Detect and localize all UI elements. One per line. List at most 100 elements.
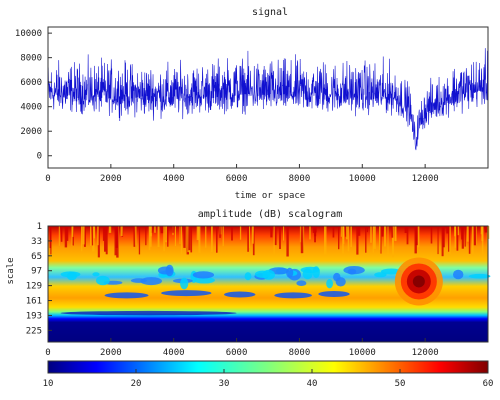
scalogram-fine-scale-streak	[312, 226, 314, 233]
colorbar-tick-label: 60	[483, 379, 494, 389]
scalogram-fine-scale-streak	[145, 226, 147, 246]
scalogram-fine-scale-streak	[417, 226, 420, 248]
scalogram-ytick-label: 161	[26, 297, 42, 307]
scalogram-streak	[224, 291, 256, 298]
scalogram-fine-scale-streak	[350, 226, 352, 248]
signal-xtick-label: 6000	[226, 174, 248, 184]
scalogram-fine-scale-streak	[196, 226, 200, 241]
scalogram-fine-scale-streak	[274, 226, 277, 246]
scalogram-fine-scale-streak	[134, 226, 137, 246]
scalogram-fine-scale-streak	[384, 226, 387, 247]
scalogram-fine-scale-streak	[395, 226, 397, 242]
scalogram-fine-scale-streak	[332, 226, 335, 238]
scalogram-fine-scale-streak	[370, 226, 372, 243]
scalogram-fine-scale-streak	[116, 226, 119, 258]
scalogram-fine-scale-streak	[391, 226, 394, 238]
scalogram-ytick-label: 129	[26, 282, 42, 292]
signal-ytick-label: 8000	[20, 54, 42, 64]
scalogram-fine-scale-streak	[372, 226, 374, 253]
scalogram-fine-scale-streak	[84, 226, 86, 247]
scalogram-low-amplitude-blob	[453, 269, 464, 280]
scalogram-fine-scale-streak	[165, 226, 167, 243]
scalogram-fine-scale-streak	[270, 226, 273, 238]
scalogram-fine-scale-streak	[314, 226, 317, 237]
scalogram-fine-scale-streak	[198, 226, 201, 254]
scalogram-fine-scale-streak	[346, 226, 348, 240]
scalogram-low-amplitude-blob	[180, 277, 189, 290]
scalogram-fine-scale-streak	[183, 226, 186, 248]
scalogram-fine-scale-streak	[437, 226, 439, 255]
scalogram-fine-scale-streak	[205, 226, 207, 248]
scalogram-low-amplitude-blob	[192, 271, 215, 279]
scalogram-fine-scale-streak	[219, 226, 221, 238]
scalogram-fine-scale-streak	[60, 226, 63, 242]
scalogram-fine-scale-streak	[64, 226, 68, 248]
scalogram-fine-scale-streak	[324, 226, 327, 256]
scalogram-fine-scale-streak	[133, 226, 136, 247]
scalogram-fine-scale-streak	[211, 226, 213, 252]
scalogram-fine-scale-streak	[105, 226, 108, 255]
scalogram-xtick-label: 10000	[349, 348, 376, 358]
scalogram-fine-scale-streak	[358, 226, 361, 236]
scalogram-ytick-label: 1	[37, 222, 42, 232]
scalogram-low-amplitude-blob	[262, 269, 276, 280]
scalogram-low-amplitude-blob	[92, 272, 100, 277]
scalogram-fine-scale-streak	[181, 226, 182, 255]
scalogram-fine-scale-streak	[481, 226, 484, 241]
scalogram-xtick-label: 4000	[163, 348, 185, 358]
colorbar-tick-label: 20	[131, 379, 142, 389]
scalogram-fine-scale-streak	[347, 226, 350, 252]
scalogram-fine-scale-streak	[309, 226, 311, 240]
scalogram-fine-scale-streak	[81, 226, 83, 252]
scalogram-fine-scale-streak	[342, 226, 344, 254]
scalogram-fine-scale-streak	[149, 226, 152, 247]
scalogram-fine-scale-streak	[172, 226, 174, 233]
signal-ytick-label: 10000	[15, 29, 42, 39]
scalogram-fine-scale-streak	[365, 226, 367, 253]
scalogram-streak	[274, 292, 312, 299]
scalogram-fine-scale-streak	[286, 226, 289, 257]
scalogram-fine-scale-streak	[373, 226, 376, 249]
signal-ytick-label: 6000	[20, 78, 42, 88]
scalogram-fine-scale-streak	[97, 226, 100, 258]
signal-line	[47, 48, 489, 151]
scalogram-fine-scale-streak	[108, 226, 112, 233]
scalogram-ytick-label: 65	[31, 252, 42, 262]
scalogram-xtick-label: 8000	[289, 348, 311, 358]
scalogram-fine-scale-streak	[231, 226, 233, 241]
scalogram-fine-scale-streak	[154, 226, 156, 233]
scalogram-low-amplitude-blob	[286, 267, 294, 278]
scalogram-fine-scale-streak	[71, 226, 74, 237]
scalogram-streak	[318, 291, 350, 298]
scalogram-fine-scale-streak	[92, 226, 95, 252]
scalogram-fine-scale-streak	[114, 226, 117, 256]
scalogram-fine-scale-streak	[471, 226, 474, 257]
scalogram-fine-scale-streak	[148, 226, 151, 251]
scalogram-fine-scale-streak	[300, 226, 304, 254]
scalogram-ytick-label: 225	[26, 326, 42, 336]
scalogram-low-amplitude-blob	[140, 277, 162, 286]
scalogram-streak	[104, 292, 149, 299]
scalogram-low-amplitude-blob	[468, 273, 491, 279]
signal-ytick-label: 4000	[20, 103, 42, 113]
scalogram-fine-scale-streak	[404, 226, 407, 233]
scalogram-fine-scale-streak	[475, 226, 477, 246]
colorbar-tick-label: 40	[307, 379, 318, 389]
scalogram-fine-scale-streak	[93, 226, 96, 239]
scalogram-fine-scale-streak	[251, 226, 254, 244]
signal-xtick-label: 10000	[349, 174, 376, 184]
scalogram-fine-scale-streak	[449, 226, 451, 257]
scalogram-low-amplitude-blob	[193, 277, 215, 284]
scalogram-fine-scale-streak	[82, 226, 85, 245]
scalogram-fine-scale-streak	[273, 226, 275, 254]
signal-xtick-label: 2000	[100, 174, 122, 184]
scalogram-fine-scale-streak	[283, 226, 285, 241]
scalogram-fine-scale-streak	[448, 226, 450, 252]
scalogram-fine-scale-streak	[356, 226, 359, 255]
scalogram-deep-band	[60, 310, 237, 316]
signal-xlabel: time or space	[235, 191, 305, 201]
scalogram-fine-scale-streak	[174, 226, 176, 247]
scalogram-fine-scale-streak	[340, 226, 342, 237]
scalogram-fine-scale-streak	[190, 226, 193, 253]
signal-xtick-label: 0	[45, 174, 50, 184]
